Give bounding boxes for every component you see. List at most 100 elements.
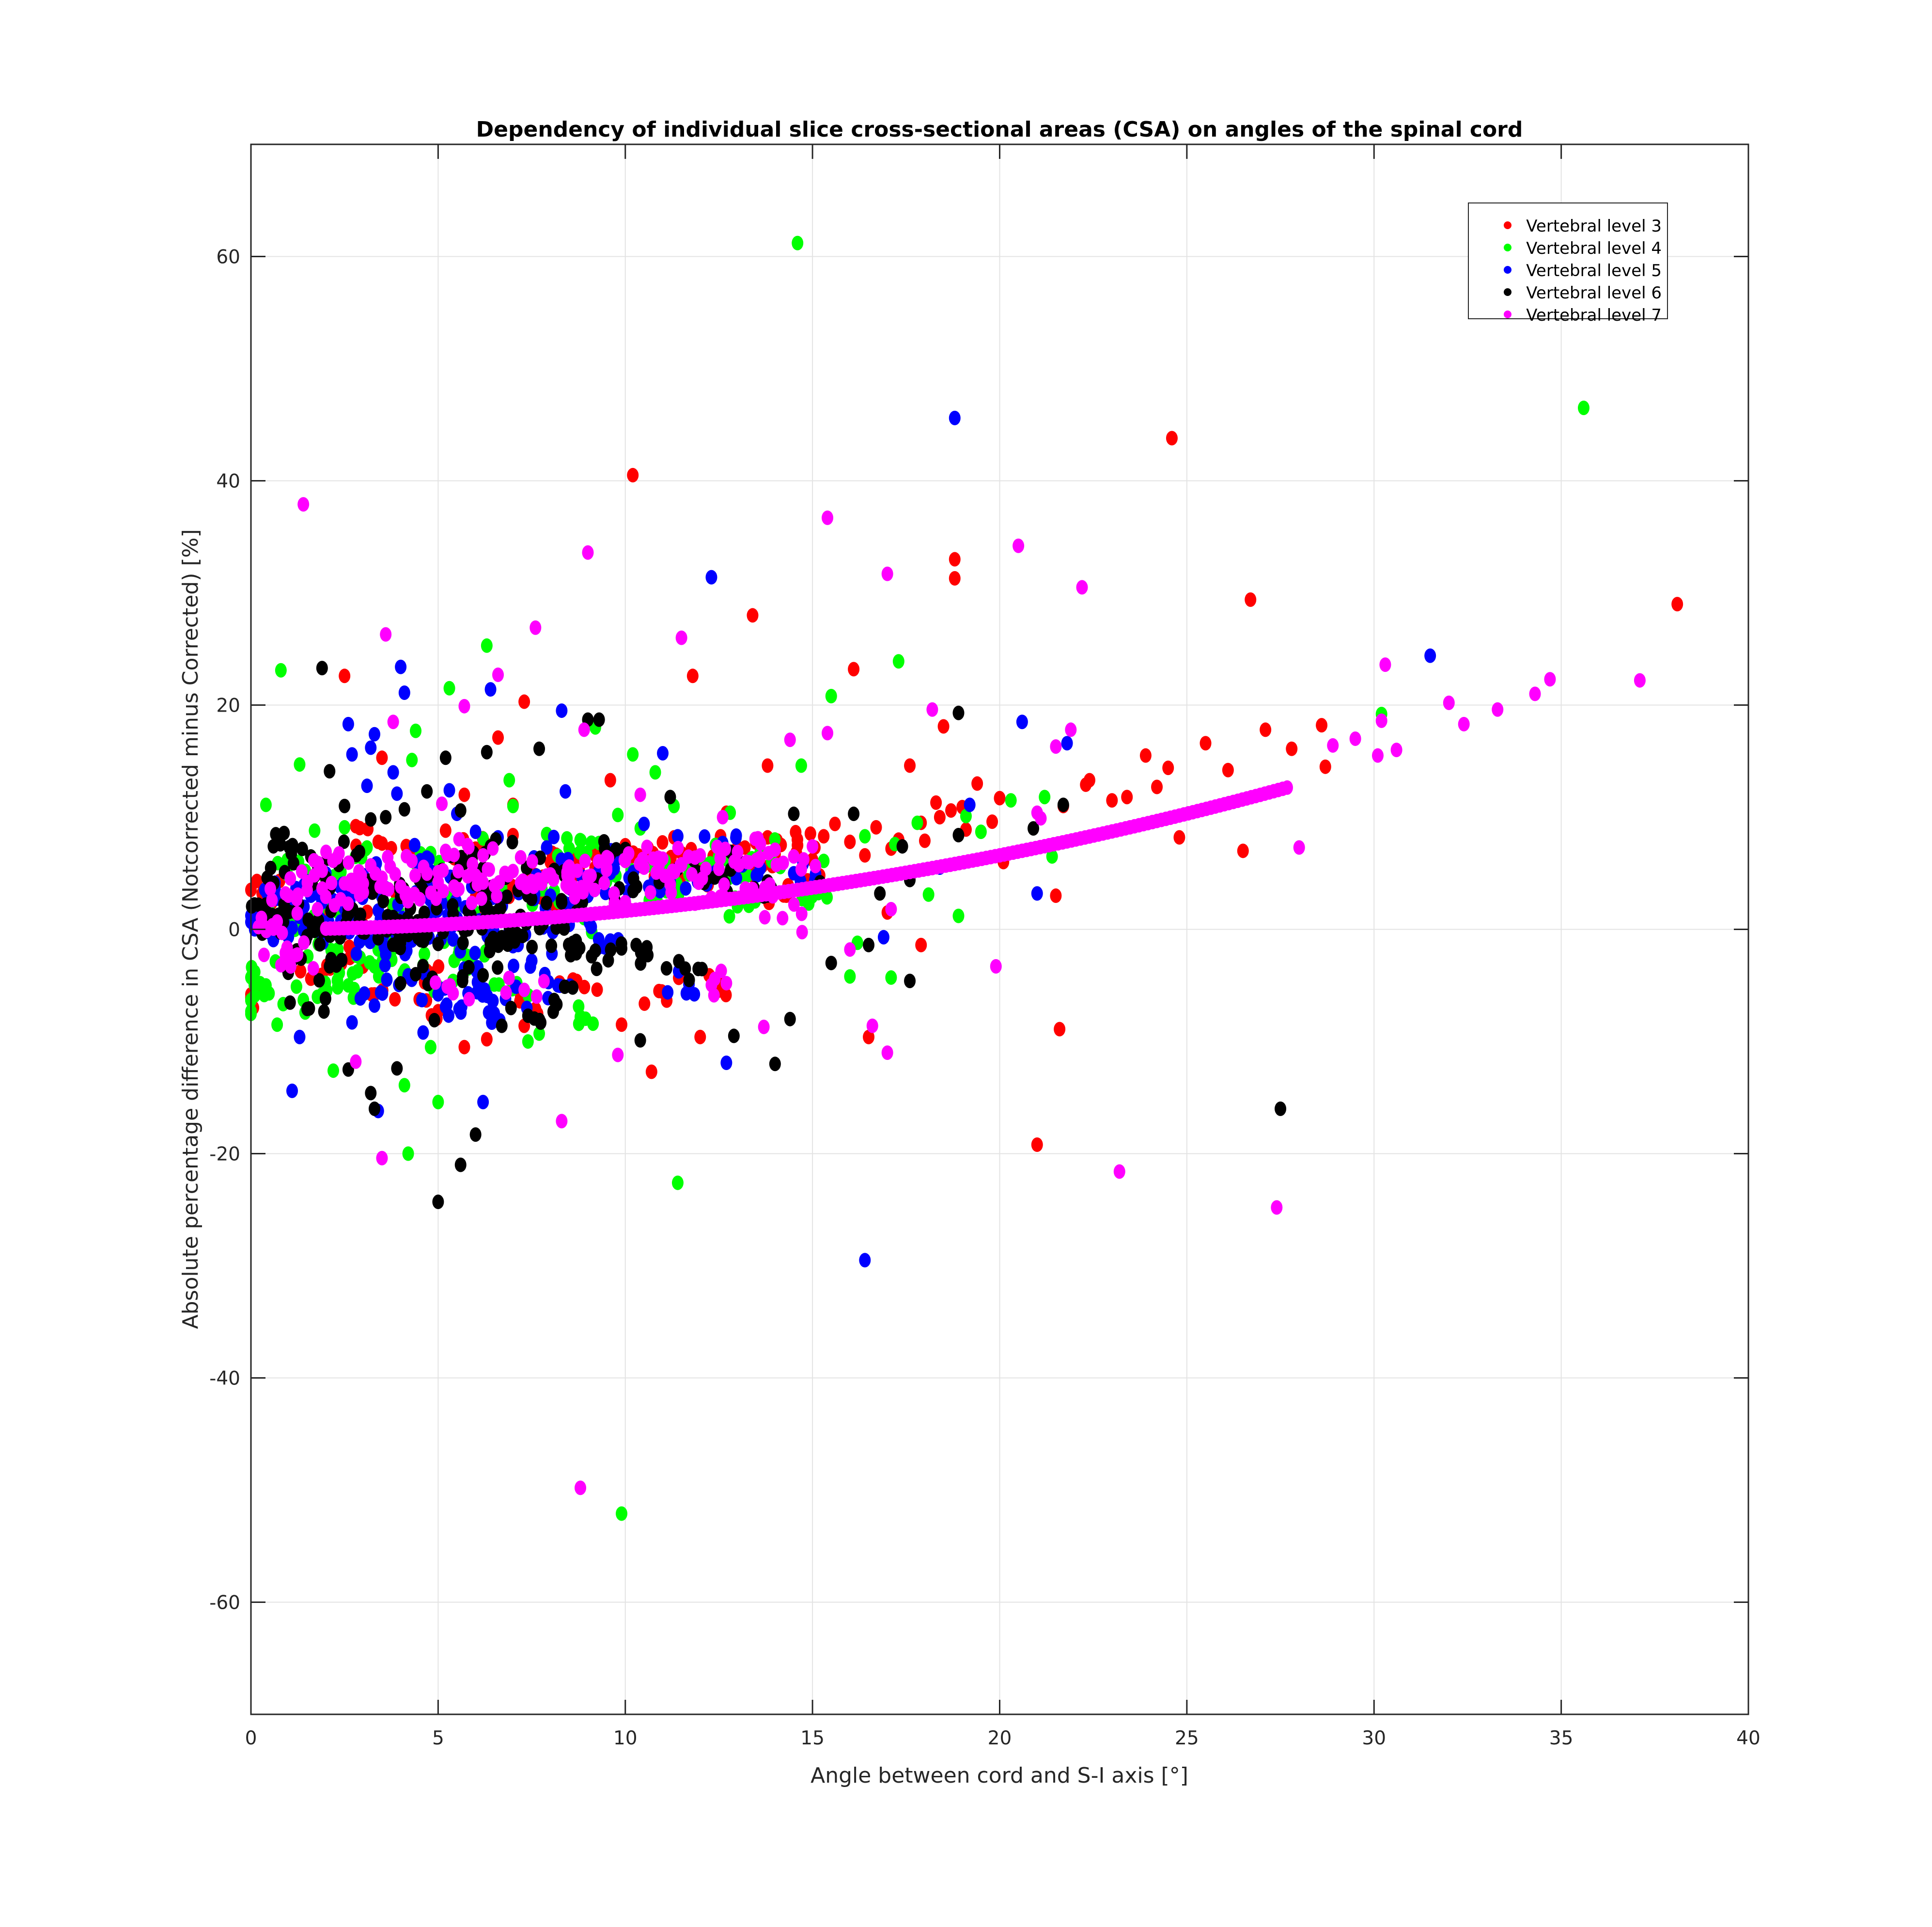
legend-marker-icon [1504, 266, 1511, 274]
data-point [602, 851, 614, 866]
data-point [1054, 1022, 1066, 1037]
data-point [598, 875, 610, 890]
legend: Vertebral level 3 Vertebral level 4 Verteb… [1468, 202, 1668, 325]
data-point [380, 810, 392, 824]
data-point [436, 796, 448, 811]
data-point [821, 890, 833, 905]
data-point [1013, 538, 1025, 553]
data-point [616, 1017, 628, 1032]
data-point [986, 814, 998, 829]
data-point [469, 868, 482, 883]
data-point [922, 887, 935, 902]
data-point [556, 895, 568, 910]
data-point [483, 944, 496, 959]
data-point [481, 638, 493, 653]
data-point [354, 844, 366, 859]
legend-marker-icon [1504, 288, 1511, 296]
data-point [398, 1078, 410, 1093]
data-point [428, 1013, 440, 1028]
data-point [530, 989, 543, 1004]
data-point [616, 1506, 628, 1521]
legend-marker-icon [1504, 311, 1511, 318]
data-point [589, 883, 601, 898]
data-point [361, 778, 373, 793]
data-point [488, 878, 500, 893]
data-point [937, 719, 950, 734]
data-point [934, 810, 946, 824]
data-point [810, 858, 822, 873]
data-point [686, 867, 698, 882]
data-point [720, 1055, 732, 1070]
data-point [758, 1019, 770, 1034]
data-point [1031, 805, 1043, 820]
data-point [556, 703, 568, 718]
data-point [1050, 888, 1062, 903]
data-point [777, 855, 789, 870]
data-point [952, 908, 965, 923]
data-point [298, 935, 310, 950]
data-point [453, 832, 465, 847]
data-point [656, 835, 669, 850]
data-point [346, 747, 358, 762]
data-point [694, 1029, 706, 1044]
data-point [653, 983, 665, 998]
data-point [290, 948, 302, 963]
data-point [271, 1017, 283, 1032]
data-point [671, 1175, 684, 1190]
data-point [1281, 780, 1293, 795]
data-point [284, 995, 296, 1010]
data-point [395, 659, 407, 674]
data-point [331, 850, 343, 865]
data-point [1375, 713, 1387, 728]
data-point [788, 807, 800, 822]
data-point [413, 891, 425, 906]
data-point [258, 948, 270, 963]
data-point [389, 992, 401, 1007]
data-point [417, 1025, 429, 1040]
data-point [749, 831, 761, 846]
data-point [1271, 1200, 1283, 1215]
data-point [319, 991, 331, 1006]
grid-lines [251, 144, 1748, 1714]
data-point [266, 893, 278, 908]
data-point [1634, 673, 1646, 688]
data-point [1316, 718, 1328, 733]
data-point [616, 941, 628, 956]
data-point [260, 797, 272, 812]
data-point [1046, 849, 1058, 864]
data-point [788, 849, 800, 864]
data-point [398, 685, 410, 700]
data-point [1458, 716, 1470, 731]
y-tick-label: -40 [209, 1368, 240, 1390]
data-point [1031, 886, 1043, 901]
data-point [432, 1095, 444, 1110]
data-point [380, 627, 392, 642]
data-point [295, 964, 307, 979]
data-point [454, 803, 467, 818]
data-point [679, 961, 691, 976]
data-point [406, 752, 418, 767]
data-point [312, 901, 324, 917]
y-tick-label: 20 [216, 695, 240, 717]
data-point [284, 959, 296, 974]
data-point [788, 897, 800, 912]
data-point [1671, 597, 1683, 612]
data-point [350, 1054, 362, 1069]
data-point [469, 946, 481, 961]
data-point [463, 992, 475, 1007]
data-point [1173, 830, 1185, 845]
data-point [294, 757, 306, 772]
data-point [469, 1127, 482, 1142]
data-point [634, 1033, 646, 1048]
data-point [1076, 580, 1088, 595]
data-point [642, 948, 654, 963]
y-tick-label: -60 [209, 1592, 240, 1614]
data-point [1245, 592, 1257, 607]
data-point [249, 964, 261, 979]
data-point [784, 732, 796, 747]
data-point [796, 925, 808, 940]
data-point [1327, 738, 1339, 753]
data-point [994, 791, 1006, 806]
data-point [518, 694, 530, 709]
data-point [708, 988, 720, 1003]
